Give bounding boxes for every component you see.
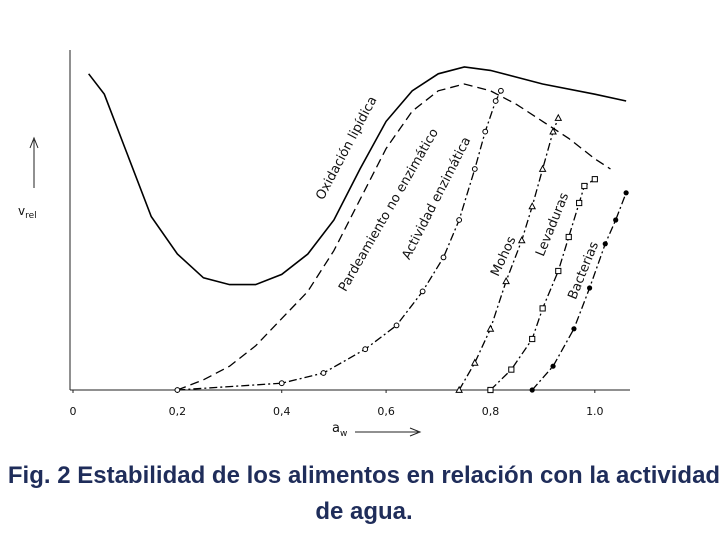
marker xyxy=(278,380,285,387)
y-label-main: v xyxy=(18,204,25,218)
marker xyxy=(502,276,510,285)
marker xyxy=(550,363,556,369)
marker xyxy=(455,385,463,393)
marker xyxy=(587,285,593,291)
marker xyxy=(549,127,557,135)
marker xyxy=(492,98,499,104)
marker xyxy=(517,236,526,244)
marker xyxy=(554,113,563,121)
marker xyxy=(497,87,504,94)
marker xyxy=(623,190,629,196)
marker xyxy=(581,182,588,190)
marker xyxy=(471,166,478,172)
x-tick-label: 0,6 xyxy=(377,405,395,418)
series-line xyxy=(177,83,611,391)
curve-label: Mohos xyxy=(488,234,519,279)
curve-label: Bacterias xyxy=(565,239,602,301)
x-label-sub: w xyxy=(340,429,347,439)
x-tick-label: 1.0 xyxy=(586,405,604,418)
caption: Fig. 2 Estabilidad de los alimentos en r… xyxy=(7,462,721,525)
marker xyxy=(320,370,327,376)
series-line xyxy=(88,66,627,286)
marker xyxy=(419,288,426,295)
y-axis-label: vrel xyxy=(18,204,37,221)
marker xyxy=(456,217,463,223)
curve-label: Actividad enzimática xyxy=(399,135,474,263)
marker xyxy=(565,233,572,241)
marker xyxy=(470,358,479,366)
marker xyxy=(571,326,577,332)
x-tick-label: 0,2 xyxy=(169,405,187,418)
marker xyxy=(393,322,400,329)
x-tick-label: 0 xyxy=(70,405,77,418)
marker xyxy=(576,199,583,207)
x-axis-label: aw xyxy=(332,421,347,439)
marker xyxy=(508,366,515,373)
marker xyxy=(362,346,369,353)
marker xyxy=(174,387,181,393)
series-line xyxy=(177,90,502,391)
marker xyxy=(487,386,494,394)
marker xyxy=(555,267,562,275)
marker xyxy=(440,254,447,261)
marker xyxy=(482,128,489,135)
x-tick-label: 0,8 xyxy=(482,405,500,418)
marker xyxy=(529,387,535,393)
marker xyxy=(538,164,547,172)
curve-label: Levaduras xyxy=(533,190,572,258)
marker xyxy=(602,241,608,247)
marker xyxy=(529,335,536,343)
y-label-sub: rel xyxy=(25,211,37,221)
marker xyxy=(486,324,495,332)
marker xyxy=(591,176,598,183)
x-tick-label: 0,4 xyxy=(273,405,291,418)
x-arrow-head xyxy=(409,427,422,437)
marker xyxy=(613,217,619,223)
marker xyxy=(528,202,537,210)
y-arrow-head xyxy=(29,136,39,149)
marker xyxy=(539,305,546,312)
x-label-main: a xyxy=(332,421,340,436)
